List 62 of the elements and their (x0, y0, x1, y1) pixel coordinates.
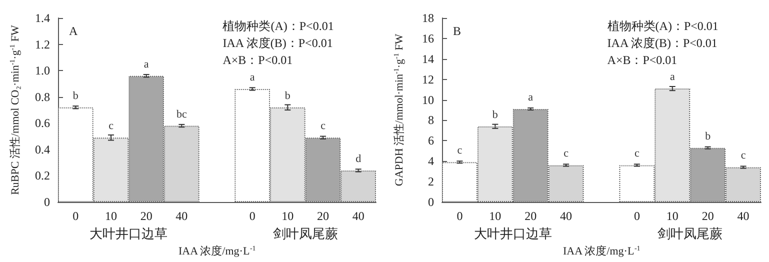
text: 剑叶凤尾蕨 (272, 226, 338, 241)
y-tick-label: 1.2 (35, 37, 50, 52)
data-label: a (670, 71, 675, 84)
x-tick-label: 10 (666, 209, 678, 223)
annotation: IAA 浓度(B)：P<0.01 (607, 36, 718, 50)
x-tick-label: 20 (702, 209, 714, 223)
text: A (69, 24, 78, 38)
y-tick-label: 0.4 (35, 142, 50, 156)
data-label: b (705, 130, 712, 142)
x-tick-label: 0 (249, 209, 256, 223)
data-label: c (634, 148, 640, 160)
x-tick-label: 0 (634, 209, 640, 223)
data-label: c (740, 150, 746, 162)
data-label: b (492, 108, 498, 121)
x-tick-label: 40 (176, 209, 188, 223)
y-tick-label: 8 (428, 113, 434, 128)
data-label: c (108, 120, 114, 132)
x-tick-label: 20 (140, 209, 152, 223)
annotation: 植物种类(A)：P<0.01 (607, 19, 718, 33)
annotation: A×B：P<0.01 (607, 53, 678, 67)
text: B (453, 24, 462, 38)
data-label: c (457, 144, 462, 157)
y-tick-label: 2 (428, 174, 434, 189)
text: 大叶井口边草 (474, 226, 552, 241)
data-label: c (564, 148, 569, 160)
x-tick-label: 40 (352, 209, 364, 223)
data-label: b (72, 90, 79, 102)
y-tick-label: 0.8 (35, 90, 50, 104)
text: 大叶井口边草 (90, 226, 168, 241)
data-label: bc (176, 108, 187, 120)
annotation: 植物种类(A)：P<0.01 (222, 19, 334, 33)
x-tick-label: 10 (105, 209, 117, 223)
x-tick-label: 10 (489, 209, 502, 223)
x-tick-label: 40 (737, 209, 750, 223)
text: 剑叶凤尾蕨 (658, 226, 723, 241)
y-tick-label: 12 (422, 72, 434, 86)
annotation: A×B：P<0.01 (222, 53, 293, 67)
data-label: a (144, 58, 149, 70)
annotation: IAA 浓度(B)：P<0.01 (222, 36, 333, 50)
y-tick-label: 0 (44, 195, 50, 209)
x-tick-label: 20 (317, 209, 329, 223)
y-tick-label: 0 (428, 195, 434, 209)
y-tick-label: 16 (422, 31, 434, 46)
y-tick-label: 1.0 (35, 64, 50, 78)
y-tick-label: 0.2 (35, 168, 50, 183)
data-label: d (356, 152, 362, 165)
y-tick-label: 0.6 (35, 116, 50, 130)
y-tick-label: 18 (422, 11, 434, 25)
data-label: a (528, 91, 534, 104)
y-tick-label: 14 (422, 52, 434, 66)
data-label: c (320, 120, 326, 132)
data-label: a (250, 71, 255, 84)
x-tick-label: 20 (524, 209, 537, 223)
x-tick-label: 0 (72, 209, 79, 223)
x-tick-label: 0 (456, 209, 463, 223)
y-tick-label: 1.4 (35, 11, 50, 25)
x-tick-label: 40 (560, 209, 572, 223)
x-tick-label: 10 (282, 209, 294, 223)
y-tick-label: 10 (422, 92, 434, 107)
y-tick-label: 6 (428, 134, 434, 148)
y-tick-label: 4 (428, 154, 434, 168)
data-label: b (284, 90, 291, 102)
